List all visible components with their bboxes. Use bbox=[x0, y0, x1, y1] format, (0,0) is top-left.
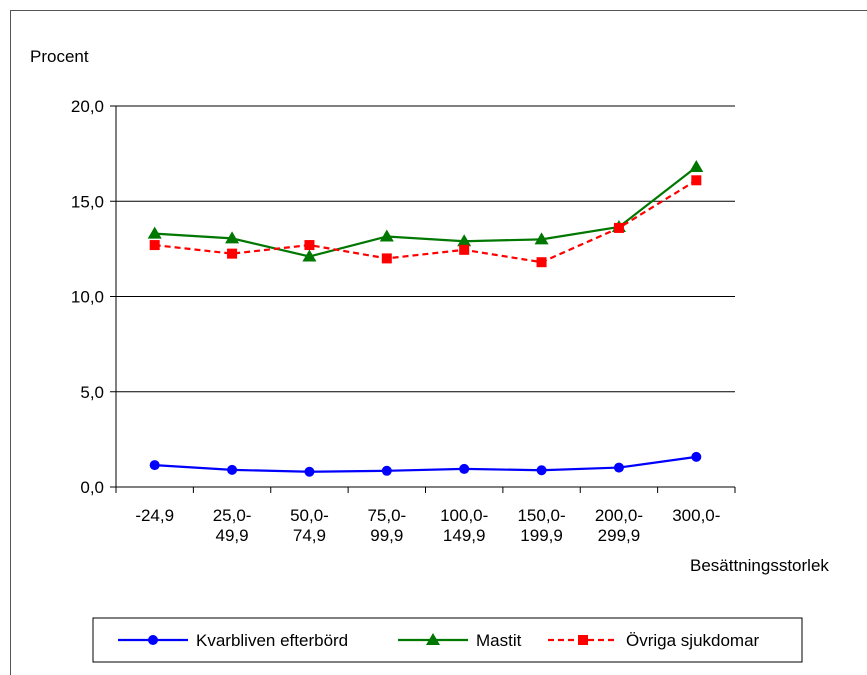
data-point bbox=[691, 451, 702, 462]
legend-entry: Övriga sjukdomar bbox=[548, 631, 760, 650]
legend-label: Övriga sjukdomar bbox=[626, 631, 760, 650]
series-2 bbox=[149, 175, 702, 268]
chart-frame bbox=[10, 10, 867, 675]
data-point bbox=[302, 249, 317, 262]
data-point bbox=[459, 244, 470, 255]
x-tick-label: 75,0- bbox=[367, 506, 406, 525]
data-point bbox=[379, 229, 394, 242]
data-point bbox=[691, 175, 702, 186]
x-tick-label: 150,0- bbox=[517, 506, 565, 525]
data-point bbox=[149, 240, 160, 251]
x-tick-labels: -24,9 25,0-49,9 50,0-74,9 75,0-99,9 100,0-14… bbox=[135, 506, 720, 545]
data-point bbox=[227, 464, 238, 475]
axes bbox=[110, 105, 736, 493]
series-1 bbox=[147, 159, 704, 262]
data-point bbox=[227, 248, 238, 259]
series-0 bbox=[149, 451, 702, 477]
x-tick-label: 100,0- bbox=[440, 506, 488, 525]
x-tick-label: 25,0- bbox=[213, 506, 252, 525]
series-line bbox=[154, 455, 697, 473]
legend-marker bbox=[578, 635, 588, 645]
y-tick-label: 20,0 bbox=[71, 97, 104, 116]
data-point bbox=[613, 222, 624, 233]
y-tick-label: 10,0 bbox=[71, 288, 104, 307]
x-tick-label: 49,9 bbox=[216, 526, 249, 545]
legend-label: Kvarbliven efterbörd bbox=[196, 631, 348, 650]
y-tick-label: 5,0 bbox=[80, 383, 104, 402]
data-point bbox=[149, 460, 160, 471]
data-point bbox=[613, 462, 624, 473]
gridlines bbox=[116, 105, 735, 393]
x-tick-label: 299,9 bbox=[598, 526, 641, 545]
y-tick-label: 15,0 bbox=[71, 192, 104, 211]
x-axis-label: Besättningsstorlek bbox=[690, 556, 829, 575]
data-point bbox=[689, 159, 704, 172]
x-tick-label: 199,9 bbox=[520, 526, 563, 545]
series-line bbox=[154, 166, 697, 258]
data-point bbox=[459, 463, 470, 474]
data-point bbox=[381, 465, 392, 476]
data-point bbox=[304, 466, 315, 477]
legend-marker bbox=[426, 633, 440, 645]
legend-entry: Mastit bbox=[398, 631, 522, 650]
x-tick-label: 300,0- bbox=[672, 506, 720, 525]
series-line bbox=[154, 179, 697, 264]
x-tick-label: -24,9 bbox=[135, 506, 174, 525]
x-tick-label: 50,0- bbox=[290, 506, 329, 525]
y-tick-labels: 0,0 5,0 10,0 15,0 20,0 bbox=[71, 97, 104, 497]
data-point bbox=[534, 232, 549, 245]
data-point bbox=[147, 226, 162, 239]
legend: Kvarbliven efterbörd Mastit Övriga sjukdom… bbox=[92, 617, 803, 663]
data-point bbox=[536, 465, 547, 476]
data-point bbox=[225, 231, 240, 244]
x-tick-label: 200,0- bbox=[595, 506, 643, 525]
legend-entry: Kvarbliven efterbörd bbox=[118, 631, 348, 650]
x-tick-label: 99,9 bbox=[370, 526, 403, 545]
x-tick-label: 149,9 bbox=[443, 526, 486, 545]
legend-label: Mastit bbox=[476, 631, 522, 650]
series-group bbox=[147, 159, 704, 477]
y-tick-label: 0,0 bbox=[80, 478, 104, 497]
data-point bbox=[536, 257, 547, 268]
data-point bbox=[381, 253, 392, 264]
data-point bbox=[457, 234, 472, 247]
legend-marker bbox=[148, 635, 158, 645]
data-point bbox=[304, 240, 315, 251]
y-axis-label: Procent bbox=[30, 47, 89, 66]
x-tick-label: 74,9 bbox=[293, 526, 326, 545]
